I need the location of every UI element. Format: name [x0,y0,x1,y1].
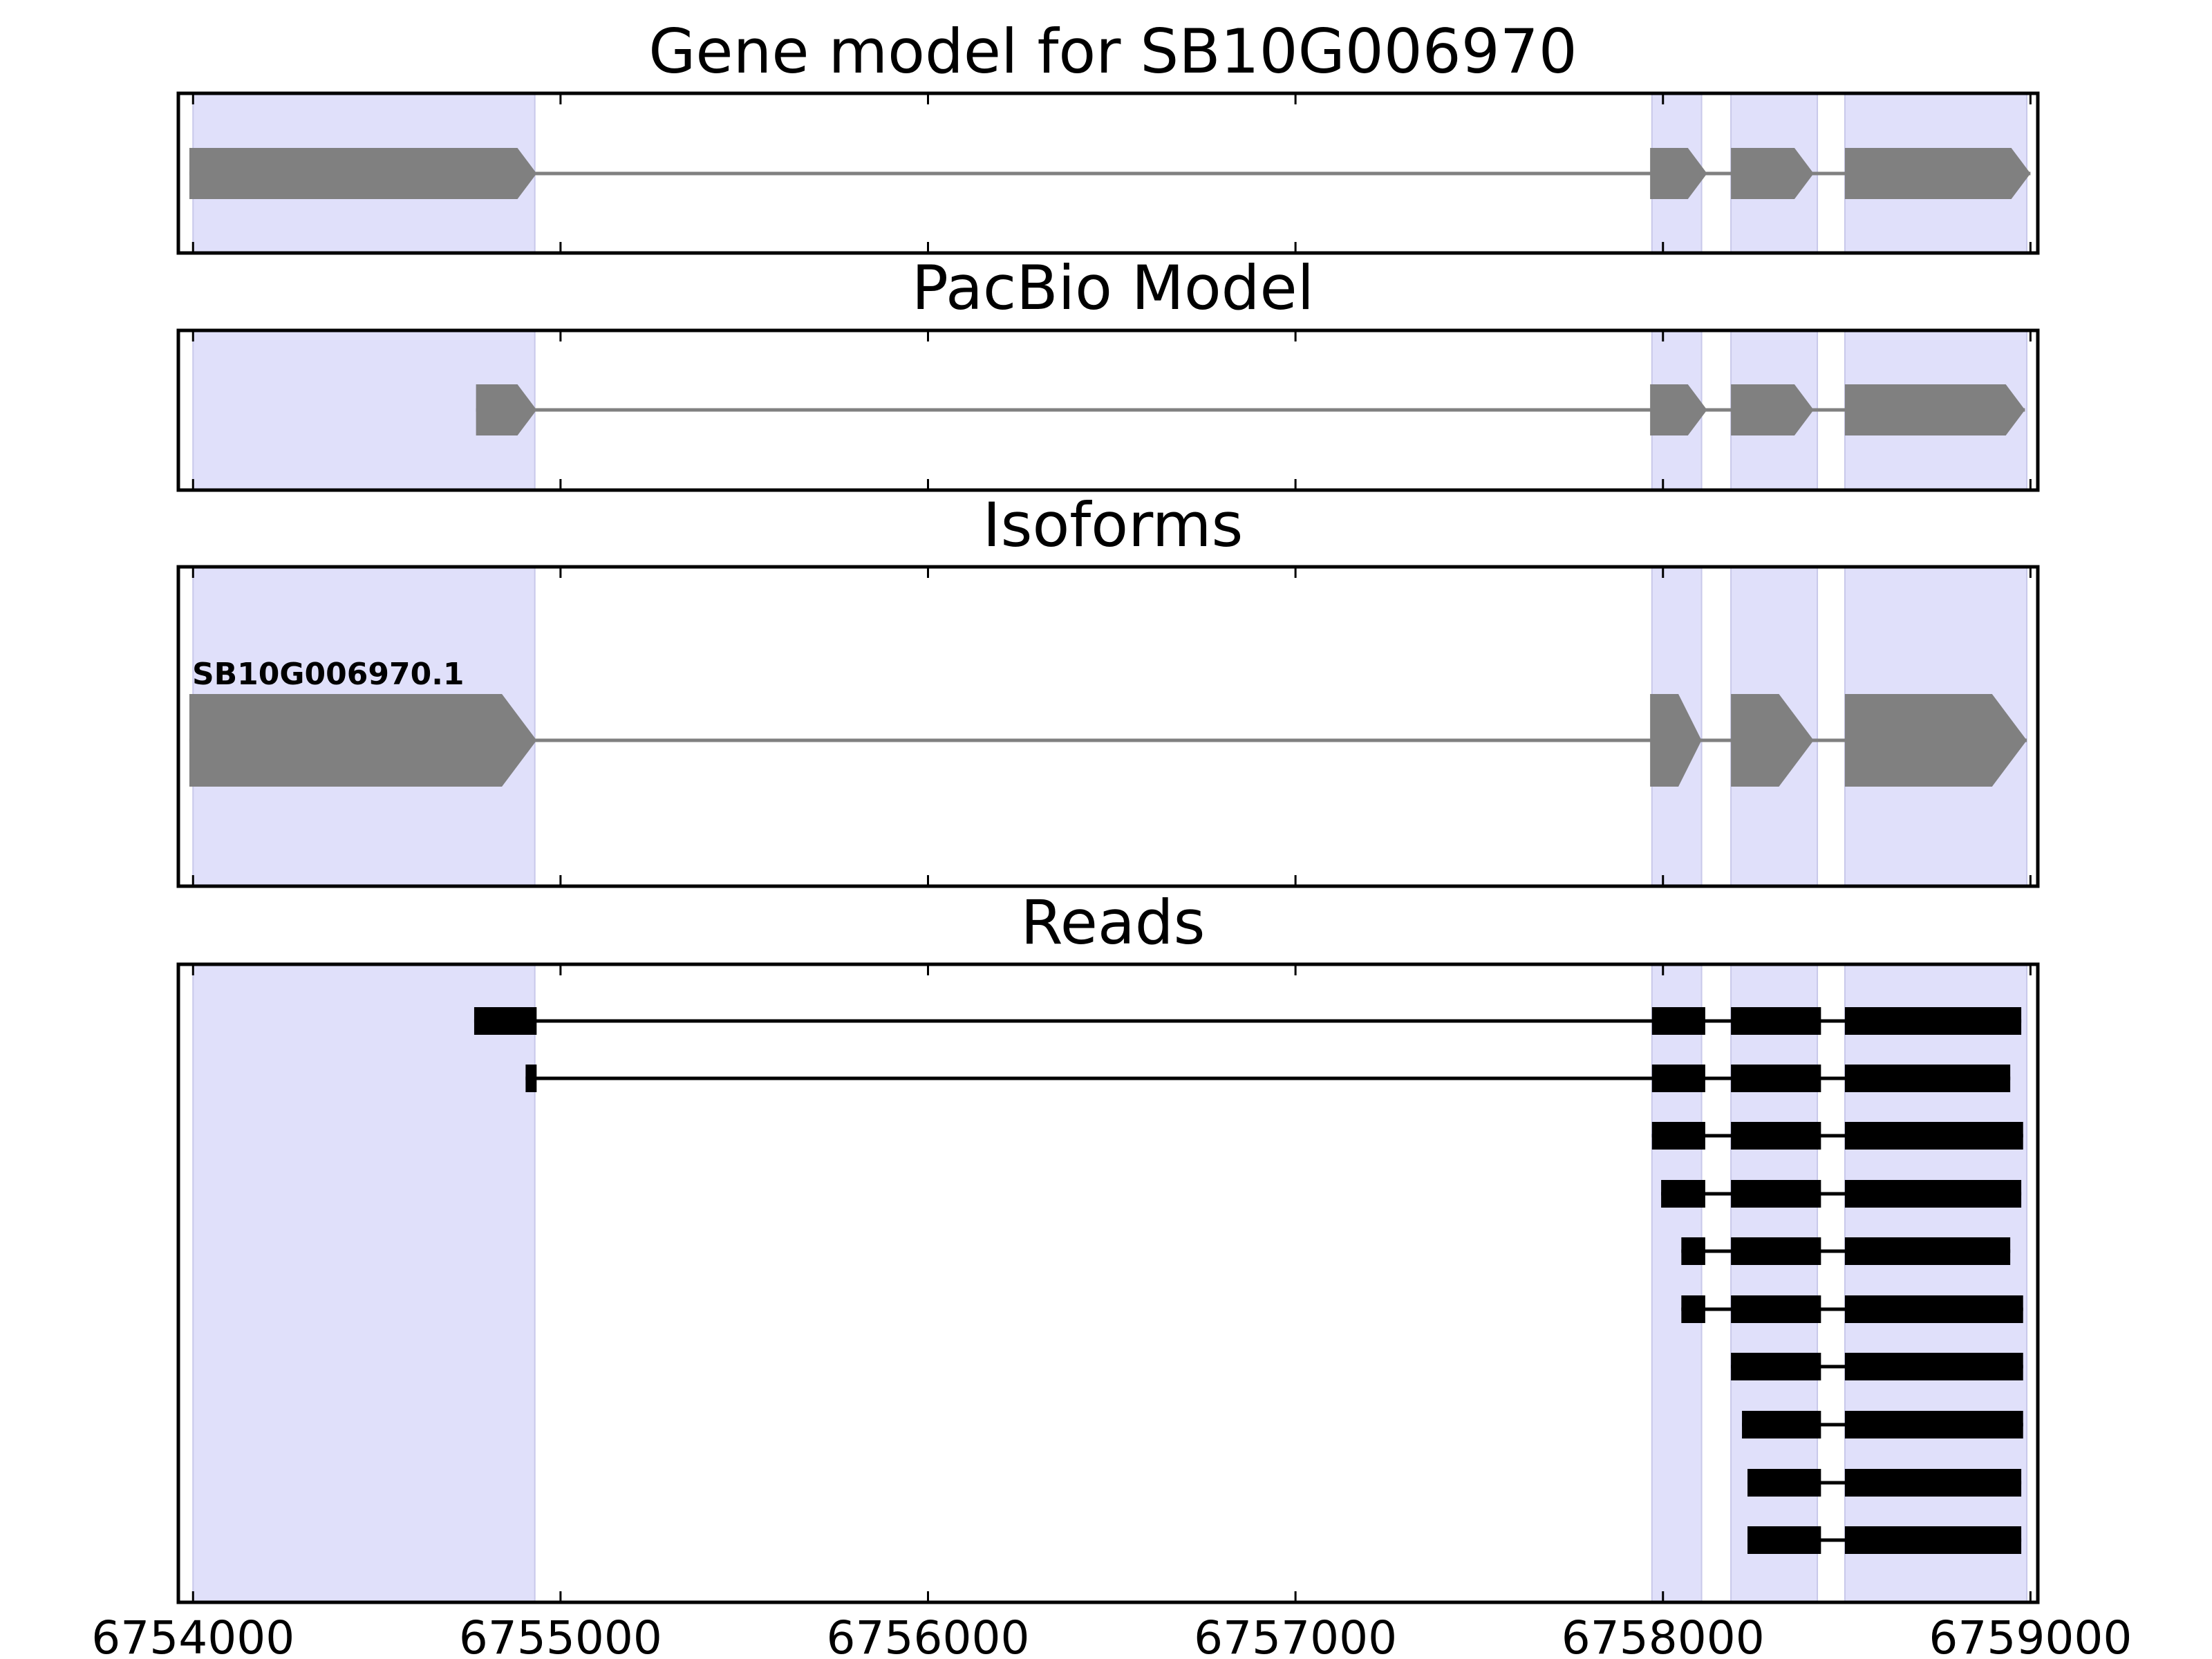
pacbio-model-title: PacBio Model [912,252,1314,324]
exon-arrow [1731,694,1814,787]
read-exon-block [1844,1065,2011,1092]
exon-arrow [1731,148,1814,199]
gene-model-title: Gene model for SB10G006970 [648,16,1577,87]
x-tick-label: 6755000 [459,1611,662,1659]
reads-panel [176,962,2040,1604]
gene-model-panel [176,91,2040,255]
read-exon-block [1844,1122,2023,1150]
read-exon-block [1651,1007,1705,1035]
read-exon-block [1844,1295,2023,1323]
read-exon-block [1651,1065,1705,1092]
read-exon-block [1844,1469,2022,1497]
read-exon-block [1651,1122,1705,1150]
read-exon-block [1747,1526,1821,1554]
exon-arrow [189,694,537,787]
read-exon-block [1844,1180,2022,1208]
reads-title: Reads [1021,887,1206,958]
read-exon-block [525,1065,537,1092]
read-exon-block [1731,1353,1821,1380]
read-exon-block [1681,1237,1705,1265]
exon-region-shading [1651,964,1703,1603]
exon-arrow [1650,694,1702,787]
axes-frame [176,962,2040,1604]
read-exon-block [1844,1526,2022,1554]
exon-region-shading [1730,964,1819,1603]
exon-arrow [1844,694,2027,787]
x-tick-label: 6756000 [827,1611,1030,1659]
isoforms-panel: SB10G006970.1 [176,565,2040,888]
exon-arrow [189,148,537,199]
isoforms-title: Isoforms [983,489,1244,561]
read-exon-block [1844,1353,2023,1380]
exon-region-shading [1844,964,2028,1603]
exon-region-shading [192,964,536,1603]
read-exon-block [1844,1007,2022,1035]
read-exon-block [474,1007,537,1035]
read-exon-block [1681,1295,1705,1323]
x-tick-label: 6754000 [91,1611,294,1659]
isoform-label: SB10G006970.1 [192,657,465,692]
read-exon-block [1844,1411,2023,1438]
read-exon-block [1731,1237,1821,1265]
axes-frame [176,565,2040,888]
axes-frame [176,91,2040,255]
exon-arrow [476,384,537,435]
read-exon-block [1731,1122,1821,1150]
read-exon-block [1731,1007,1821,1035]
exon-arrow [1650,384,1707,435]
x-tick-label: 6757000 [1194,1611,1397,1659]
read-exon-block [1747,1469,1821,1497]
exon-arrow [1731,384,1814,435]
read-exon-block [1731,1065,1821,1092]
read-exon-block [1731,1180,1821,1208]
exon-arrow [1650,148,1707,199]
read-exon-block [1844,1237,2011,1265]
read-exon-block [1731,1295,1821,1323]
x-tick-label: 6759000 [1929,1611,2132,1659]
exon-arrow [1844,384,2025,435]
pacbio-model-panel [176,328,2040,492]
x-axis-tick-labels: 6754000 6755000 6756000 6757000 6758000 67590… [91,1611,2132,1659]
read-exon-block [1661,1180,1705,1208]
axes-frame [176,328,2040,492]
exon-arrow [1844,148,2031,199]
read-exon-block [1742,1411,1821,1438]
x-tick-label: 6758000 [1562,1611,1765,1659]
